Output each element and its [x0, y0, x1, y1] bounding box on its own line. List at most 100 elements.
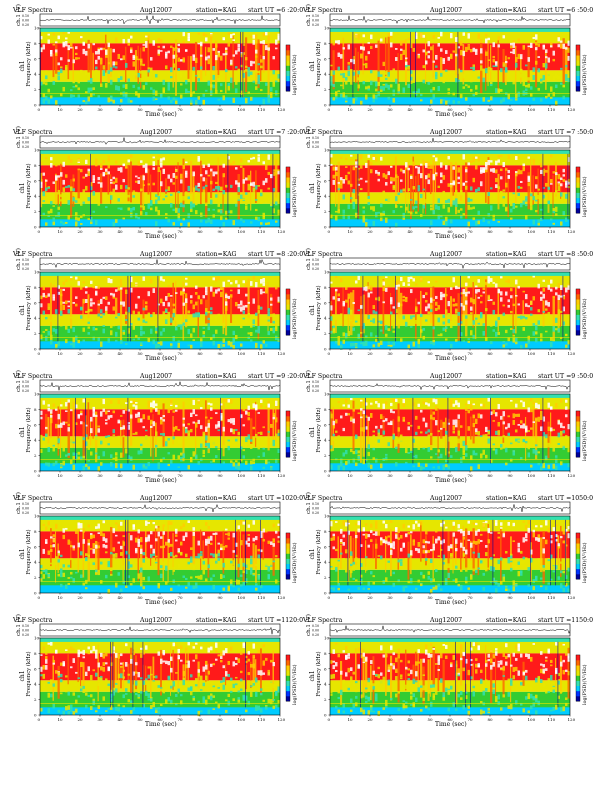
spectrogram-speckle: [477, 156, 480, 162]
spectrogram-speckle: [515, 156, 518, 160]
spectrogram-speckle: [265, 562, 268, 566]
spectrogram-speckle: [392, 546, 395, 550]
spectrogram-speckle: [97, 455, 100, 460]
x-tick-label: 40: [118, 107, 124, 112]
spectrogram-speckle: [427, 173, 430, 178]
spectrogram-speckle: [372, 154, 375, 158]
spectrogram-speckle: [475, 156, 478, 159]
spectrogram-speckle: [145, 301, 148, 305]
spectrogram-speckle: [215, 315, 218, 322]
spectrogram-speckle: [147, 183, 150, 186]
spectrogram-speckle: [132, 404, 135, 407]
spectrogram-speckle: [370, 69, 373, 74]
spectrogram-speckle: [175, 404, 178, 408]
spectrogram-dropout: [245, 519, 246, 586]
spectrogram-speckle: [560, 461, 563, 466]
spectrogram-speckle: [210, 553, 213, 556]
spectrogram-speckle: [512, 540, 515, 542]
spectrogram-speckle: [382, 430, 385, 435]
spectrogram-speckle: [355, 435, 358, 439]
spectrogram-speckle: [415, 36, 418, 40]
spectrogram-speckle: [377, 530, 380, 535]
panel-start-time: start UT =1050:0: [538, 495, 593, 502]
spectrogram-speckle: [462, 340, 465, 343]
spectrogram-speckle: [350, 319, 353, 322]
spectrogram-speckle: [65, 339, 68, 344]
spectrogram-speckle: [472, 47, 475, 52]
spectrogram-speckle: [465, 403, 468, 406]
spectrogram-speckle: [227, 445, 230, 451]
spectrogram-speckle: [540, 333, 543, 338]
y-tick-label: 2: [324, 331, 327, 336]
spectrogram-speckle: [500, 89, 503, 92]
spectrogram-speckle: [145, 305, 148, 308]
y-tick-label: 10: [324, 148, 330, 153]
spectrogram-speckle: [495, 177, 498, 183]
spectrogram-speckle: [452, 403, 455, 407]
panel-station: station=KAG: [196, 495, 237, 502]
spectrogram-speckle: [457, 46, 460, 49]
spectrogram-speckle: [537, 534, 540, 539]
spectrogram-speckle: [462, 154, 465, 160]
spectrogram-speckle: [42, 93, 45, 98]
spectrogram-speckle: [512, 203, 515, 206]
spectrogram-streak: [340, 544, 342, 569]
spectrogram-speckle: [500, 176, 503, 180]
spectrogram-speckle: [257, 328, 260, 334]
spectrogram-streak: [115, 297, 118, 316]
spectrogram-streak: [70, 540, 72, 568]
spectrogram-speckle: [250, 60, 253, 67]
spectrogram-speckle: [492, 443, 495, 446]
spectrogram-speckle: [502, 62, 505, 67]
spectrogram-speckle: [275, 90, 278, 96]
spectrogram-speckle: [560, 310, 563, 313]
spectrogram-speckle: [457, 285, 460, 288]
y-tick-label: 8: [34, 285, 37, 290]
spectrogram-speckle: [367, 581, 370, 587]
spectrogram-speckle: [170, 99, 173, 104]
spectrogram-speckle: [125, 585, 128, 588]
spectrogram-speckle: [215, 43, 218, 48]
spectrogram-streak: [417, 172, 420, 212]
spectrogram-speckle: [380, 89, 383, 92]
colorbar-label: log(PSD)(V²/Hz): [291, 298, 298, 339]
spectrogram-speckle: [425, 550, 428, 554]
spectrogram-speckle: [220, 403, 223, 406]
spectrogram-speckle: [125, 185, 128, 189]
spectrogram-speckle: [195, 422, 198, 428]
spectrogram-speckle: [390, 31, 393, 36]
spectrogram-speckle: [445, 100, 448, 106]
spectrogram-speckle: [427, 41, 430, 47]
panel-station: station=KAG: [196, 251, 237, 258]
spectrogram-speckle: [450, 219, 453, 224]
waveform-tick-label: 0.00: [22, 507, 29, 511]
spectrogram-speckle: [502, 445, 505, 449]
spectrogram-speckle: [522, 327, 525, 331]
spectrogram-speckle: [477, 70, 480, 73]
spectrogram-speckle: [125, 289, 128, 295]
spectrogram-speckle: [532, 438, 535, 443]
spectrogram-speckle: [370, 530, 373, 533]
spectrogram-speckle: [232, 33, 235, 36]
spectrogram-speckle: [207, 327, 210, 331]
spectrogram-streak: [415, 175, 417, 193]
spectrogram-speckle: [90, 416, 93, 422]
colorbar-segment: [286, 568, 290, 575]
spectrogram-speckle: [142, 164, 145, 168]
spectrogram-speckle: [370, 320, 373, 323]
spectrogram-speckle: [160, 93, 163, 96]
spectrogram-speckle: [72, 94, 75, 98]
spectrogram-speckle: [367, 444, 370, 450]
spectrogram-speckle: [375, 170, 378, 174]
spectrogram-speckle: [160, 458, 163, 463]
spectrogram-speckle: [82, 48, 85, 55]
spectrogram-speckle: [277, 429, 280, 434]
spectrogram-speckle: [240, 343, 243, 347]
spectrogram-speckle: [520, 425, 523, 429]
spectrogram-speckle: [52, 76, 55, 80]
spectrogram-dropout: [127, 275, 129, 342]
spectrogram-speckle: [495, 61, 498, 64]
spectrogram-speckle: [452, 303, 455, 307]
spectrogram-speckle: [50, 414, 53, 418]
spectrogram-speckle: [120, 283, 123, 286]
